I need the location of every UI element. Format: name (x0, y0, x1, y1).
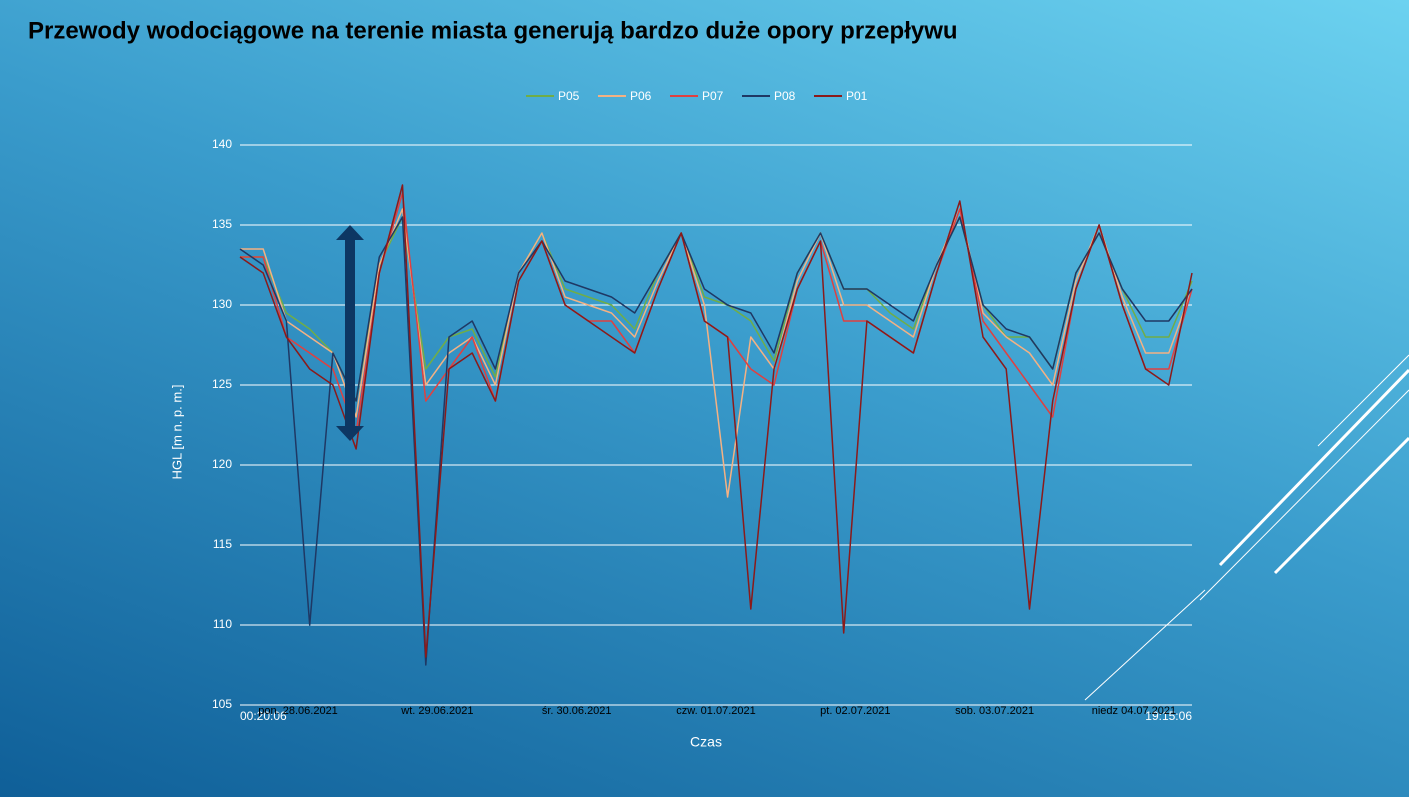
y-tick-label: 130 (212, 297, 232, 311)
x-tick-label: 19:15:06 (1145, 709, 1192, 723)
legend-label: P01 (846, 89, 868, 103)
decor-line (1317, 354, 1409, 447)
y-tick-label: 115 (213, 537, 232, 551)
y-tick-label: 125 (212, 377, 232, 391)
decor-line (1084, 589, 1206, 701)
decor-line (1273, 436, 1409, 575)
legend-label: P06 (630, 89, 652, 103)
y-tick-label: 105 (212, 697, 232, 711)
date-label: niedz 04.07.2021 (1092, 705, 1176, 717)
date-label: wt. 29.06.2021 (400, 705, 473, 717)
y-tick-label: 120 (212, 457, 232, 471)
range-arrow (336, 225, 364, 441)
date-label: pon. 28.06.2021 (258, 705, 338, 717)
y-axis-label: HGL [m n. p. m.] (169, 385, 184, 480)
series-line (239, 184, 1193, 658)
date-label: pt. 02.07.2021 (820, 705, 890, 717)
decor-line (1199, 389, 1409, 601)
y-tick-label: 110 (213, 617, 232, 631)
date-label: śr. 30.06.2021 (542, 705, 612, 717)
x-axis-label: Czas (690, 734, 722, 750)
x-tick-label: 00:20:06 (240, 709, 287, 723)
series-line (240, 208, 1193, 498)
y-tick-label: 140 (212, 137, 232, 151)
legend-label: P08 (774, 89, 796, 103)
series-line (239, 216, 1193, 666)
legend-label: P05 (558, 89, 580, 103)
legend-label: P07 (702, 89, 724, 103)
decor-line (1218, 368, 1409, 567)
series-line (240, 216, 1193, 402)
date-label: sob. 03.07.2021 (955, 705, 1034, 717)
y-tick-label: 135 (212, 217, 232, 231)
date-label: czw. 01.07.2021 (676, 705, 756, 717)
chart-title: Przewody wodociągowe na terenie miasta g… (28, 17, 958, 44)
